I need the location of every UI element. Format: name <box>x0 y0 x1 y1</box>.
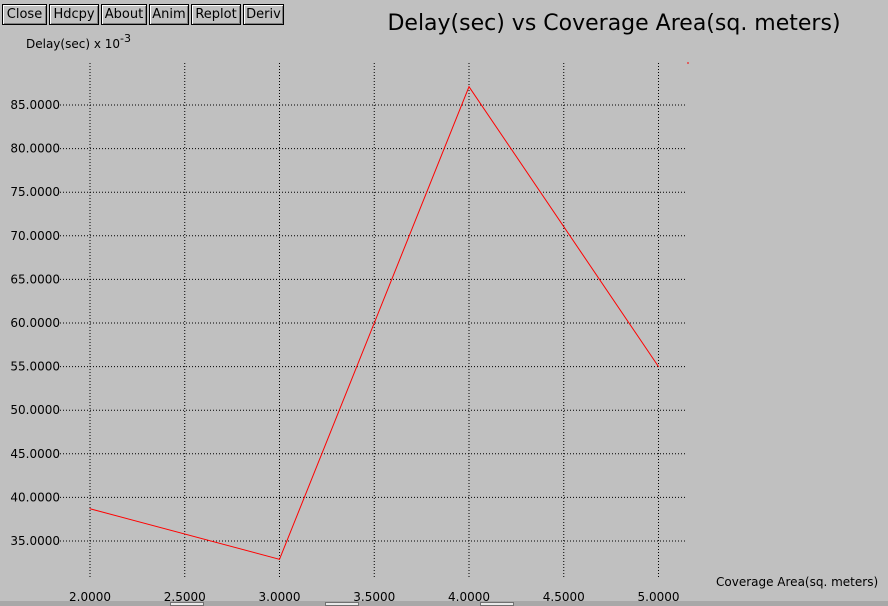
y-axis-label: Delay(sec) x 10-3 <box>26 32 131 51</box>
y-tick-label: 60.0000 <box>10 316 60 330</box>
y-tick-label: 70.0000 <box>10 229 60 243</box>
data-point <box>279 558 280 560</box>
y-tick-label: 40.0000 <box>10 490 60 504</box>
data-point <box>658 366 659 368</box>
x-tick-label: 4.0000 <box>448 590 490 601</box>
x-tick-label: 3.0000 <box>259 590 301 601</box>
data-point <box>468 86 470 88</box>
y-tick-label: 35.0000 <box>10 534 60 548</box>
y-tick-label: 75.0000 <box>10 185 60 199</box>
replot-button[interactable]: Replot <box>191 4 241 25</box>
horizontal-scrollbar[interactable] <box>0 601 888 606</box>
about-button[interactable]: About <box>101 4 147 25</box>
series-line <box>89 85 659 560</box>
x-tick-labels: 2.0000 2.5000 3.0000 3.5000 4.0000 4.5000 5.00… <box>69 590 680 601</box>
y-tick-label: 55.0000 <box>10 360 60 374</box>
x-tick-label: 2.5000 <box>164 590 206 601</box>
x-tick-label: 4.5000 <box>543 590 585 601</box>
data-point <box>89 508 91 510</box>
x-tick-label: 3.5000 <box>353 590 395 601</box>
y-tick-labels: 35.0000 40.0000 45.0000 50.0000 55.0000 60.00… <box>10 98 60 548</box>
y-tick-label: 80.0000 <box>10 142 60 156</box>
y-tick-label: 85.0000 <box>10 98 60 112</box>
y-tick-label: 50.0000 <box>10 403 60 417</box>
grid <box>60 63 686 578</box>
scrollbar-thumb[interactable] <box>480 602 514 606</box>
y-tick-label: 45.0000 <box>10 447 60 461</box>
x-axis-label: Coverage Area(sq. meters) <box>716 575 878 589</box>
scrollbar-thumb[interactable] <box>325 602 359 606</box>
chart-title: Delay(sec) vs Coverage Area(sq. meters) <box>387 11 840 36</box>
hdcpy-button[interactable]: Hdcpy <box>49 4 99 25</box>
series-group <box>89 85 659 560</box>
scrollbar-thumb[interactable] <box>170 602 204 606</box>
anim-button[interactable]: Anim <box>149 4 189 25</box>
deriv-button[interactable]: Deriv <box>243 4 284 25</box>
x-tick-label: 5.0000 <box>638 590 680 601</box>
x-tick-label: 2.0000 <box>69 590 111 601</box>
y-tick-label: 65.0000 <box>10 272 60 286</box>
close-button[interactable]: Close <box>2 4 47 25</box>
